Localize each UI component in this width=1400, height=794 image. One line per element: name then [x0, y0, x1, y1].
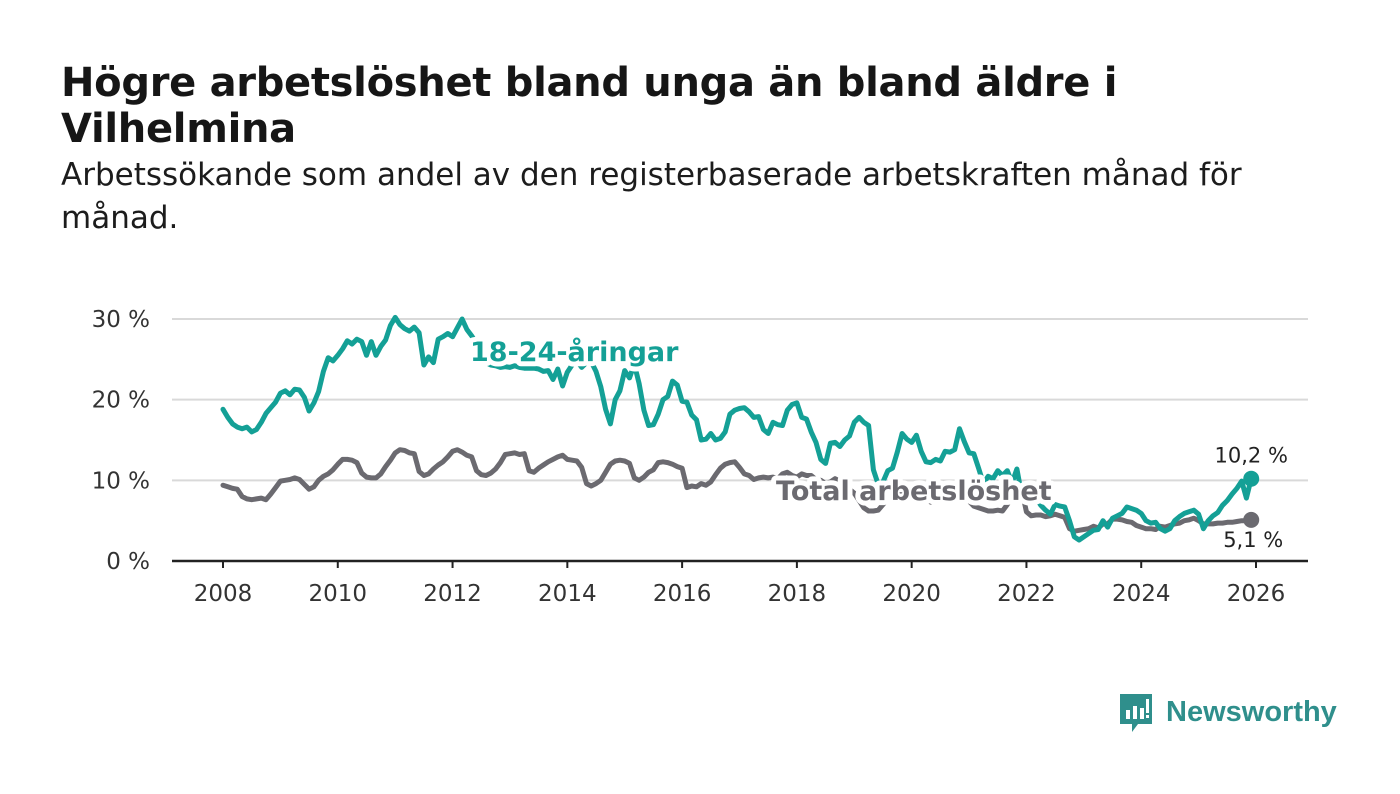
x-tick-label: 2010: [309, 581, 368, 607]
x-tick-label: 2014: [538, 581, 597, 607]
x-tick-label: 2008: [194, 581, 253, 607]
x-tick-label: 2012: [423, 581, 482, 607]
x-axis: 2008 2010 2012 2014 2016 2018 2020 2022 2024 2026: [172, 559, 1308, 607]
series-line-18-24: [220, 314, 1254, 543]
series-label-total-halo: Total arbetslöshet: [776, 476, 1052, 507]
newsworthy-logo-icon: [1118, 692, 1154, 732]
x-tick-label: 2022: [997, 581, 1056, 607]
series-lines: [220, 314, 1260, 543]
end-label-18-24: 10,2 %: [1215, 444, 1288, 468]
x-tick-label: 2024: [1112, 581, 1171, 607]
end-point-total: [1243, 511, 1260, 528]
gridlines: [172, 318, 1308, 482]
y-tick-label: 0 %: [106, 549, 150, 575]
end-point-18-24: [1243, 470, 1260, 487]
chart-title: Högre arbetslöshet bland unga än bland ä…: [61, 60, 1118, 152]
y-tick-label: 10 %: [92, 468, 150, 494]
series-line-total: [220, 447, 1254, 534]
end-label-total: 5,1 %: [1223, 528, 1283, 552]
series-label-18-24-halo: 18-24-åringar: [470, 336, 679, 368]
newsworthy-logo: Newsworthy: [1118, 688, 1337, 736]
y-tick-label: 30 %: [92, 307, 150, 333]
y-axis-ticks: 0 % 10 % 20 % 30 %: [92, 307, 150, 575]
series-label-total: Total arbetslöshet: [776, 476, 1052, 507]
newsworthy-wordmark: Newsworthy: [1166, 695, 1337, 728]
chart-subtitle: Arbetssökande som andel av den registerb…: [61, 157, 1242, 236]
x-tick-label: 2016: [653, 581, 712, 607]
series-label-18-24: 18-24-åringar: [470, 336, 679, 368]
series-labels: 10,2 %5,1 %18-24-åringar18-24-åringarTot…: [465, 331, 1288, 552]
x-tick-label: 2020: [882, 581, 941, 607]
y-tick-label: 20 %: [92, 388, 150, 414]
x-tick-label: 2018: [768, 581, 827, 607]
x-tick-label: 2026: [1227, 581, 1286, 607]
